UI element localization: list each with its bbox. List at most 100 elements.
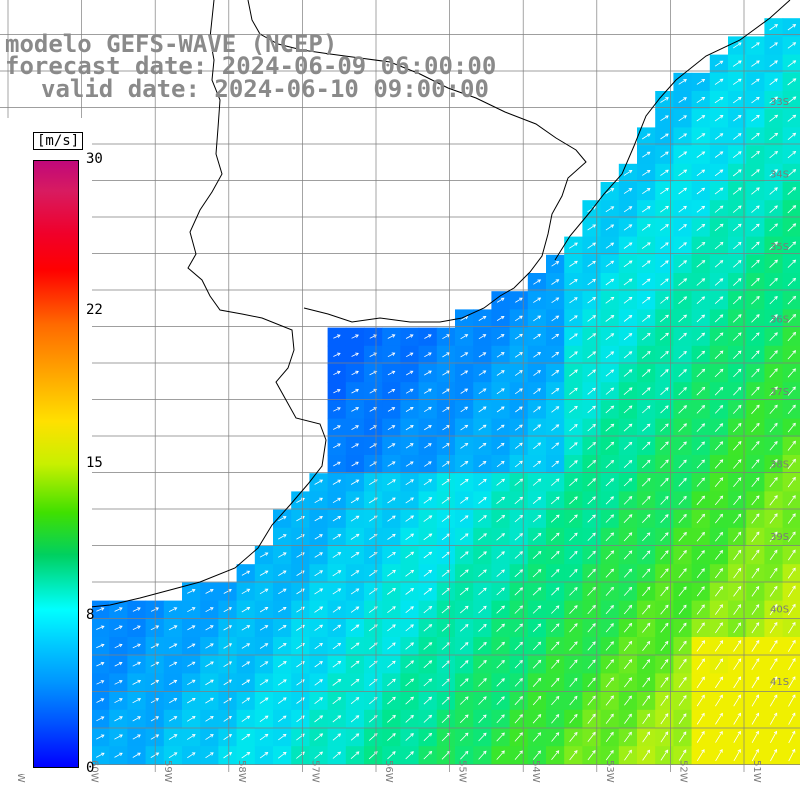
field-cell bbox=[746, 546, 765, 565]
field-cell bbox=[491, 509, 511, 529]
wind-vector bbox=[405, 425, 414, 431]
wind-vector bbox=[678, 169, 688, 177]
wind-vector bbox=[478, 461, 487, 468]
wind-vector bbox=[332, 697, 342, 705]
wind-vector bbox=[623, 296, 633, 304]
field-cell bbox=[600, 564, 620, 583]
field-cell bbox=[163, 746, 183, 765]
wind-vector bbox=[624, 713, 632, 724]
wind-vector bbox=[642, 441, 651, 450]
field-cell bbox=[764, 618, 784, 638]
wind-vector bbox=[733, 567, 742, 579]
wind-vector bbox=[478, 605, 487, 614]
field-cell bbox=[509, 655, 529, 674]
field-cell bbox=[764, 637, 784, 656]
wind-vector bbox=[678, 242, 687, 250]
field-cell bbox=[509, 400, 529, 420]
wind-vector bbox=[769, 96, 779, 104]
wind-vector bbox=[205, 589, 214, 594]
field-cell bbox=[418, 418, 438, 438]
wind-vector bbox=[660, 731, 669, 743]
wind-vector bbox=[678, 459, 687, 469]
field-cell bbox=[273, 728, 292, 747]
wind-vector bbox=[314, 733, 324, 741]
field-cell bbox=[91, 709, 110, 729]
field-cell bbox=[637, 728, 656, 747]
wind-vector bbox=[332, 534, 342, 540]
field-cell bbox=[546, 691, 565, 711]
wind-vector bbox=[460, 732, 469, 742]
wind-vector bbox=[132, 679, 142, 685]
field-cell bbox=[709, 473, 729, 492]
field-cell bbox=[637, 436, 656, 456]
wind-vector bbox=[605, 514, 615, 523]
field-cell bbox=[491, 691, 511, 711]
wind-vector bbox=[714, 151, 724, 158]
wind-vector bbox=[532, 569, 542, 578]
field-cell bbox=[709, 345, 729, 365]
wind-vector bbox=[678, 604, 687, 615]
field-cell bbox=[418, 473, 438, 492]
wind-vector bbox=[733, 422, 742, 433]
field-cell bbox=[291, 618, 310, 638]
field-cell bbox=[673, 182, 693, 201]
wind-vector bbox=[787, 42, 797, 49]
wind-vector bbox=[769, 78, 778, 86]
wind-vector bbox=[714, 368, 724, 378]
wind-vector bbox=[405, 660, 414, 669]
wind-vector bbox=[733, 694, 741, 707]
field-cell bbox=[546, 582, 565, 602]
field-cell bbox=[746, 127, 765, 147]
field-cell bbox=[254, 728, 274, 747]
field-cell bbox=[91, 746, 110, 765]
wind-vector bbox=[460, 660, 469, 669]
wind-vector bbox=[550, 550, 560, 560]
field-cell bbox=[746, 345, 765, 365]
field-cell bbox=[364, 618, 383, 638]
field-cell bbox=[418, 637, 438, 656]
wind-vector bbox=[769, 603, 778, 616]
field-cell bbox=[382, 527, 401, 547]
wind-vector bbox=[769, 513, 778, 524]
wind-vector bbox=[478, 533, 487, 541]
field-cell bbox=[400, 582, 420, 602]
field-cell bbox=[600, 364, 620, 383]
longitude-label: 58W bbox=[236, 760, 247, 783]
field-cell bbox=[600, 637, 620, 656]
field-cell bbox=[564, 473, 583, 492]
wind-vector bbox=[114, 607, 123, 612]
field-cell bbox=[764, 345, 784, 365]
field-cell bbox=[491, 527, 511, 547]
field-cell bbox=[709, 600, 729, 620]
wind-vector bbox=[715, 730, 723, 743]
wind-vector bbox=[624, 731, 632, 743]
wind-vector bbox=[478, 714, 487, 724]
field-cell bbox=[473, 600, 492, 620]
wind-vector bbox=[460, 424, 469, 431]
field-cell bbox=[418, 673, 438, 693]
wind-vector bbox=[641, 332, 651, 341]
field-cell bbox=[673, 327, 693, 347]
field-cell bbox=[127, 691, 147, 711]
field-cell bbox=[509, 509, 529, 529]
wind-vector bbox=[751, 60, 760, 67]
field-cell bbox=[691, 436, 711, 456]
field-cell bbox=[527, 746, 547, 765]
field-cell bbox=[764, 91, 784, 110]
coastline bbox=[0, 0, 791, 613]
field-cell bbox=[546, 473, 565, 492]
wind-vector bbox=[332, 733, 342, 741]
field-cell bbox=[455, 418, 474, 438]
wind-vector bbox=[770, 730, 778, 743]
wind-vector bbox=[369, 370, 378, 376]
wind-vector bbox=[678, 513, 687, 524]
field-cell bbox=[564, 436, 583, 456]
wind-vector bbox=[496, 587, 505, 596]
field-cell bbox=[618, 527, 638, 547]
wind-vector bbox=[660, 405, 669, 414]
field-cell bbox=[582, 709, 602, 729]
wind-vector bbox=[478, 641, 487, 651]
wind-vector bbox=[150, 734, 160, 740]
wind-vector bbox=[514, 659, 523, 669]
